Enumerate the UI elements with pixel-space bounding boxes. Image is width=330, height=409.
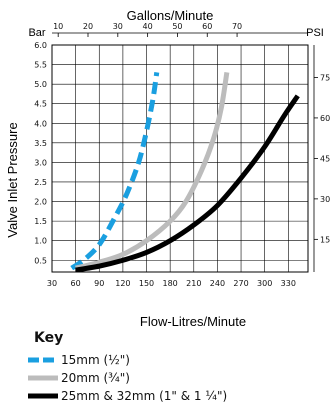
y-tick-label: 1.5 xyxy=(34,217,47,226)
x-tick-label: 330 xyxy=(281,279,296,288)
legend: Key 15mm (½") 20mm (¾") 25mm & 32mm (1" … xyxy=(28,330,328,405)
legend-item-20mm: 20mm (¾") xyxy=(28,369,328,387)
grid xyxy=(51,44,308,272)
legend-label: 25mm & 32mm (1" & 1 ¼") xyxy=(61,389,228,403)
series-line-0 xyxy=(70,72,160,271)
y-tick-label: 0.5 xyxy=(34,256,47,265)
y-tick-label: 6.0 xyxy=(34,41,47,50)
top-tick-label: 50 xyxy=(172,22,182,31)
y-tick-label: 4.0 xyxy=(34,119,47,128)
legend-swatch-grey xyxy=(28,375,58,381)
top-axis-label: Gallons/Minute xyxy=(127,8,214,23)
y-tick-label: 4.5 xyxy=(34,100,47,109)
y-tick-label: 2.0 xyxy=(34,198,47,207)
top-tick-label: 40 xyxy=(143,22,153,31)
y-tick-label: 3.5 xyxy=(34,139,47,148)
x-tick-label: 300 xyxy=(257,279,272,288)
legend-title: Key xyxy=(34,330,64,346)
x-tick-label: 30 xyxy=(47,279,57,288)
flow-pressure-chart: 30 60 90 120 150 180 210 240 270 300 330 0.5 1.0 1.5 2… xyxy=(5,8,330,329)
x-tick-label: 180 xyxy=(163,279,178,288)
legend-item-15mm: 15mm (½") xyxy=(28,351,328,369)
left-unit-label: Bar xyxy=(28,27,45,39)
y-tick-label: 2.5 xyxy=(34,178,47,187)
x-axis-label: Flow-Litres/Minute xyxy=(140,314,246,329)
axis-ticks: 30 60 90 120 150 180 210 240 270 300 330 0.5 1.0 1.5 2… xyxy=(34,22,330,288)
x-tick-label: 150 xyxy=(139,279,154,288)
x-tick-label: 240 xyxy=(210,279,225,288)
legend-label: 20mm (¾") xyxy=(61,371,130,385)
right-tick-label: 75 xyxy=(320,73,330,82)
legend-label: 15mm (½") xyxy=(61,353,130,367)
top-tick-label: 10 xyxy=(53,22,63,31)
top-tick-label: 30 xyxy=(113,22,123,31)
right-tick-label: 30 xyxy=(320,195,330,204)
x-tick-label: 60 xyxy=(71,279,81,288)
x-tick-label: 120 xyxy=(115,279,130,288)
y-axis-label: Valve Inlet Pressure xyxy=(5,122,20,237)
right-tick-label: 60 xyxy=(320,114,330,123)
y-tick-label: 3.0 xyxy=(34,158,47,167)
y-tick-label: 1.0 xyxy=(34,237,47,246)
right-unit-label: PSI xyxy=(306,27,324,39)
series-line-2 xyxy=(75,94,300,273)
top-tick-label: 20 xyxy=(83,22,93,31)
right-tick-label: 45 xyxy=(320,154,330,163)
plot-frame xyxy=(51,44,309,273)
series-lines xyxy=(70,72,300,273)
top-tick-label: 70 xyxy=(232,22,242,31)
x-tick-label: 210 xyxy=(186,279,201,288)
series-line-1 xyxy=(75,72,230,271)
top-tick-label: 60 xyxy=(202,22,212,31)
legend-swatch-black xyxy=(28,393,58,399)
legend-item-25-32mm: 25mm & 32mm (1" & 1 ¼") xyxy=(28,387,328,405)
x-tick-label: 90 xyxy=(94,279,104,288)
y-tick-label: 5.0 xyxy=(34,80,47,89)
x-tick-label: 270 xyxy=(233,279,248,288)
legend-swatch-dashed-blue xyxy=(28,357,58,363)
right-tick-label: 15 xyxy=(320,235,330,244)
y-tick-label: 5.5 xyxy=(34,61,47,70)
